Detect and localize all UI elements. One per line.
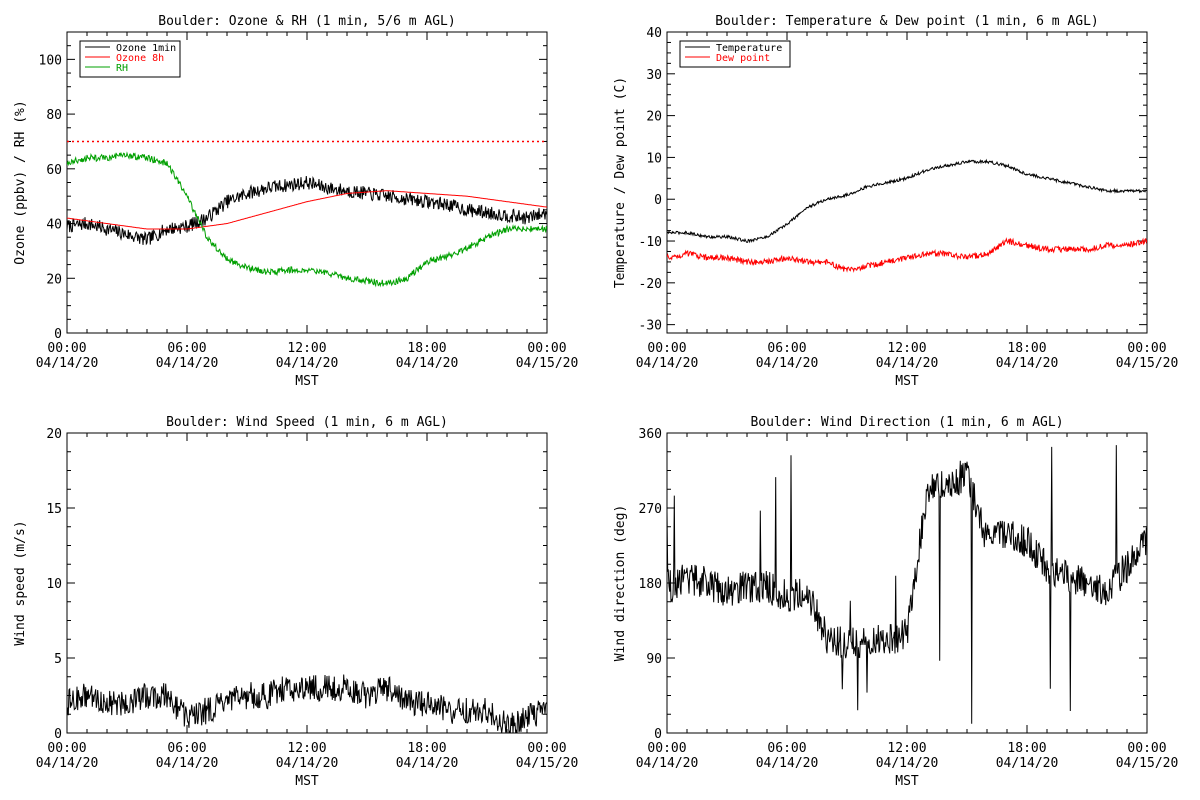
y-axis-label: Temperature / Dew point (C): [613, 77, 628, 288]
x-tick-date: 04/15/20: [516, 356, 579, 371]
chart-title: Boulder: Temperature & Dew point (1 min,…: [715, 14, 1099, 29]
legend-label: Dew point: [716, 53, 770, 64]
x-tick-time: 00:00: [647, 341, 686, 356]
x-tick-time: 12:00: [887, 341, 926, 356]
series-line: [67, 190, 547, 230]
y-tick-label: 0: [654, 193, 662, 208]
x-tick-date: 04/14/20: [876, 756, 939, 771]
y-tick-label: 0: [54, 727, 62, 742]
legend-box: [679, 40, 791, 68]
y-tick-label: 0: [654, 727, 662, 742]
y-tick-label: 40: [46, 218, 62, 233]
y-tick-label: 80: [46, 108, 62, 123]
y-axis-label: Wind speed (m/s): [13, 520, 28, 645]
panel-2: Boulder: Temperature & Dew point (1 min,…: [613, 14, 1178, 389]
series-line: [667, 445, 1147, 724]
y-tick-label: 15: [46, 502, 62, 517]
chart-title: Boulder: Ozone & RH (1 min, 5/6 m AGL): [158, 14, 455, 29]
x-tick-time: 06:00: [767, 341, 806, 356]
legend-label: Ozone 8h: [116, 53, 164, 64]
y-tick-label: 30: [646, 68, 662, 83]
x-tick-date: 04/14/20: [156, 756, 219, 771]
legend-label: Temperature: [716, 43, 782, 54]
plot-frame: [666, 31, 1148, 334]
x-tick-time: 18:00: [1007, 741, 1046, 756]
y-tick-label: 360: [639, 427, 662, 442]
y-tick-label: -10: [639, 235, 662, 250]
legend-label: RH: [116, 63, 128, 74]
y-tick-label: 10: [646, 151, 662, 166]
x-tick-date: 04/14/20: [756, 356, 819, 371]
chart-title: Boulder: Wind Direction (1 min, 6 m AGL): [750, 415, 1063, 430]
y-tick-label: 270: [639, 502, 662, 517]
x-tick-time: 00:00: [47, 341, 86, 356]
x-tick-date: 04/14/20: [396, 356, 459, 371]
y-tick-label: -30: [639, 319, 662, 334]
x-tick-date: 04/14/20: [396, 756, 459, 771]
x-tick-time: 06:00: [167, 341, 206, 356]
series-line: [667, 237, 1147, 273]
x-tick-time: 06:00: [767, 741, 806, 756]
x-tick-date: 04/14/20: [36, 756, 99, 771]
plot-frame: [66, 432, 548, 734]
x-axis-label: MST: [295, 374, 319, 389]
x-tick-date: 04/14/20: [36, 356, 99, 371]
x-tick-time: 00:00: [47, 741, 86, 756]
x-tick-date: 04/14/20: [276, 356, 339, 371]
y-tick-label: 10: [46, 577, 62, 592]
y-axis-label: Wind direction (deg): [613, 505, 628, 662]
x-tick-time: 12:00: [887, 741, 926, 756]
panel-1: Boulder: Ozone & RH (1 min, 5/6 m AGL) 0 2…: [13, 14, 578, 389]
x-axis-label: MST: [295, 774, 319, 789]
x-tick-date: 04/14/20: [636, 756, 699, 771]
y-tick-label: 20: [646, 110, 662, 125]
series-line: [67, 176, 547, 246]
x-tick-date: 04/15/20: [1116, 756, 1179, 771]
chart-title: Boulder: Wind Speed (1 min, 6 m AGL): [166, 415, 448, 430]
x-tick-time: 00:00: [1127, 341, 1166, 356]
x-tick-date: 04/14/20: [636, 356, 699, 371]
y-tick-label: 0: [54, 327, 62, 342]
x-tick-time: 12:00: [287, 741, 326, 756]
y-tick-label: 100: [39, 53, 62, 68]
series-line: [67, 151, 547, 288]
x-tick-time: 18:00: [407, 741, 446, 756]
y-tick-label: 5: [54, 652, 62, 667]
y-tick-label: 90: [646, 652, 662, 667]
x-tick-date: 04/14/20: [756, 756, 819, 771]
y-tick-label: 20: [46, 427, 62, 442]
series-line: [67, 674, 547, 733]
x-tick-date: 04/14/20: [276, 756, 339, 771]
x-tick-time: 00:00: [647, 741, 686, 756]
x-tick-date: 04/14/20: [996, 756, 1059, 771]
x-tick-time: 12:00: [287, 341, 326, 356]
x-tick-date: 04/14/20: [876, 356, 939, 371]
y-tick-label: 20: [46, 272, 62, 287]
x-tick-time: 18:00: [407, 341, 446, 356]
y-axis-label: Ozone (ppbv) / RH (%): [13, 100, 28, 264]
y-tick-label: 60: [46, 163, 62, 178]
x-axis-label: MST: [895, 774, 919, 789]
series-line: [667, 158, 1147, 244]
y-tick-label: 40: [646, 26, 662, 41]
x-tick-date: 04/14/20: [996, 356, 1059, 371]
x-tick-date: 04/15/20: [1116, 356, 1179, 371]
panel-3: Boulder: Wind Speed (1 min, 6 m AGL) 0 5 10…: [13, 415, 578, 789]
x-tick-date: 04/15/20: [516, 756, 579, 771]
panel-4: Boulder: Wind Direction (1 min, 6 m AGL)…: [613, 415, 1178, 789]
y-tick-label: -20: [639, 277, 662, 292]
y-tick-label: 180: [639, 577, 662, 592]
x-tick-time: 00:00: [527, 341, 566, 356]
x-tick-time: 18:00: [1007, 341, 1046, 356]
x-tick-time: 00:00: [527, 741, 566, 756]
x-tick-time: 06:00: [167, 741, 206, 756]
x-tick-time: 00:00: [1127, 741, 1166, 756]
legend-label: Ozone 1min: [116, 43, 176, 54]
x-axis-label: MST: [895, 374, 919, 389]
x-tick-date: 04/14/20: [156, 356, 219, 371]
